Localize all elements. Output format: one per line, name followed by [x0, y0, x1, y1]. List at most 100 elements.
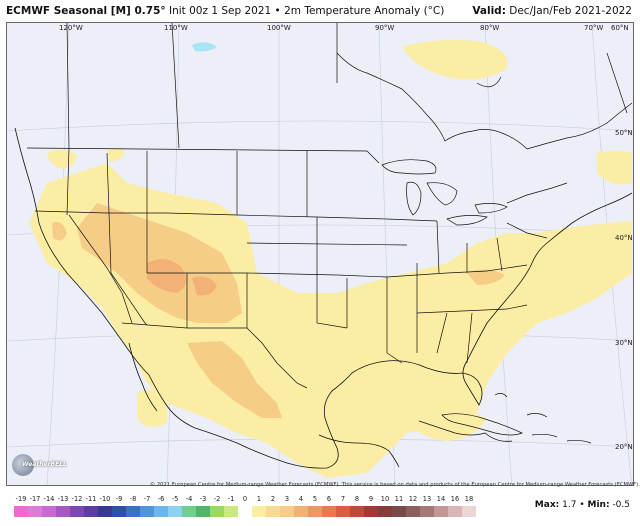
colorbar-tick-label: 14	[436, 495, 446, 503]
colorbar-segment	[266, 506, 280, 517]
colorbar-tick-label: -14	[43, 495, 55, 503]
copyright-notice: © 2021 European Centre for Medium-range …	[150, 482, 640, 488]
colorbar-segment	[462, 506, 476, 517]
great-lakes	[336, 52, 633, 226]
model-name: ECMWF Seasonal [M] 0.75°	[6, 5, 166, 17]
coastlines	[14, 127, 633, 469]
colorbar-tick-label: -10	[99, 495, 111, 503]
lon-label-100w: 100°W	[267, 24, 291, 32]
colorbar-segment	[210, 506, 224, 517]
colorbar-tick-label: -3	[199, 495, 207, 503]
lat-label-50n: 50°N	[615, 129, 633, 137]
map-panel: 120°W 110°W 100°W 90°W 80°W 70°W 60°N 50…	[6, 22, 634, 486]
colorbar-tick-label: 4	[298, 495, 304, 503]
colorbar-segment	[224, 506, 238, 517]
colorbar-tick-label: 11	[394, 495, 404, 503]
colorbar-tick-label: 1	[256, 495, 262, 503]
init-time: Init 00z 1 Sep 2021	[169, 5, 272, 17]
colorbar-tick-label: -4	[185, 495, 193, 503]
colorbar-segment	[238, 506, 252, 517]
colorbar-segment	[28, 506, 42, 517]
colorbar-segment	[70, 506, 84, 517]
colorbar-segment	[434, 506, 448, 517]
valid-value: Dec/Jan/Feb 2021-2022	[509, 5, 632, 17]
cool-anomaly-area	[192, 42, 217, 52]
colorbar-segment	[350, 506, 364, 517]
colorbar-segment	[392, 506, 406, 517]
valid-period: Valid: Dec/Jan/Feb 2021-2022	[472, 5, 632, 17]
min-label: Min:	[587, 500, 610, 510]
colorbar-tick-label: 8	[354, 495, 360, 503]
colorbar-tick-label: 13	[422, 495, 432, 503]
lon-label-70w: 70°W	[584, 24, 604, 32]
colorbar-tick-label: 10	[380, 495, 390, 503]
lon-label-110w: 110°W	[164, 24, 188, 32]
colorbar-tick-label: -1	[227, 495, 235, 503]
lat-label-30n: 30°N	[615, 339, 633, 347]
colorbar-tick-label: -9	[115, 495, 123, 503]
logo-text: WeatherBELL	[22, 461, 67, 468]
valid-label: Valid:	[472, 5, 506, 17]
anomaly-strong-area	[147, 259, 217, 296]
maxmin-separator: •	[579, 500, 585, 510]
colorbar-tick-label: 6	[326, 495, 332, 503]
colorbar-tick-label: -17	[29, 495, 41, 503]
title-separator: •	[274, 5, 281, 17]
colorbar-segment	[126, 506, 140, 517]
variable-name: 2m Temperature Anomaly (°C)	[284, 5, 445, 17]
colorbar-segment	[322, 506, 336, 517]
colorbar	[14, 506, 476, 517]
colorbar-segment	[308, 506, 322, 517]
colorbar-segment	[84, 506, 98, 517]
colorbar-tick-label: -12	[71, 495, 83, 503]
max-value: 1.7	[562, 500, 577, 510]
title-bar: ECMWF Seasonal [M] 0.75° Init 00z 1 Sep …	[0, 0, 640, 22]
colorbar-segment	[294, 506, 308, 517]
colorbar-tick-label: 18	[464, 495, 474, 503]
colorbar-segment	[42, 506, 56, 517]
colorbar-tick-label: 2	[270, 495, 276, 503]
colorbar-segment	[252, 506, 266, 517]
colorbar-segment	[14, 506, 28, 517]
colorbar-segment	[448, 506, 462, 517]
colorbar-segment	[406, 506, 420, 517]
colorbar-tick-label: -2	[213, 495, 221, 503]
colorbar-segment	[378, 506, 392, 517]
colorbar-tick-label: -5	[171, 495, 179, 503]
colorbar-segment	[98, 506, 112, 517]
map-canvas	[7, 23, 633, 485]
colorbar-tick-label: -19	[15, 495, 27, 503]
colorbar-tick-label: 9	[368, 495, 374, 503]
colorbar-tick-label: -6	[157, 495, 165, 503]
political-borders	[26, 23, 568, 389]
max-min-readout: Max: 1.7 • Min: -0.5	[535, 500, 630, 510]
lon-label-120w: 120°W	[59, 24, 83, 32]
colorbar-segment	[420, 506, 434, 517]
lon-label-80w: 80°W	[480, 24, 500, 32]
max-label: Max:	[534, 500, 560, 510]
colorbar-segment	[140, 506, 154, 517]
colorbar-tick-label: 16	[450, 495, 460, 503]
colorbar-segment	[154, 506, 168, 517]
colorbar-tick-label: 7	[340, 495, 346, 503]
lat-label-60n: 60°N	[611, 24, 629, 32]
colorbar-tick-label: -13	[57, 495, 69, 503]
colorbar-tick-label: -11	[85, 495, 97, 503]
colorbar-tick-label: 12	[408, 495, 418, 503]
caribbean-islands	[441, 393, 592, 444]
colorbar-segment	[182, 506, 196, 517]
colorbar-segment	[56, 506, 70, 517]
colorbar-segment	[168, 506, 182, 517]
weatherbell-logo: WeatherBELL	[12, 452, 74, 480]
lon-label-90w: 90°W	[375, 24, 395, 32]
colorbar-segment	[112, 506, 126, 517]
colorbar-tick-label: 0	[242, 495, 248, 503]
colorbar-tick-label: -7	[143, 495, 151, 503]
colorbar-segment	[364, 506, 378, 517]
colorbar-tick-label: -8	[129, 495, 137, 503]
map-title: ECMWF Seasonal [M] 0.75° Init 00z 1 Sep …	[6, 5, 444, 17]
lat-label-20n: 20°N	[615, 443, 633, 451]
colorbar-segment	[336, 506, 350, 517]
colorbar-segment	[196, 506, 210, 517]
